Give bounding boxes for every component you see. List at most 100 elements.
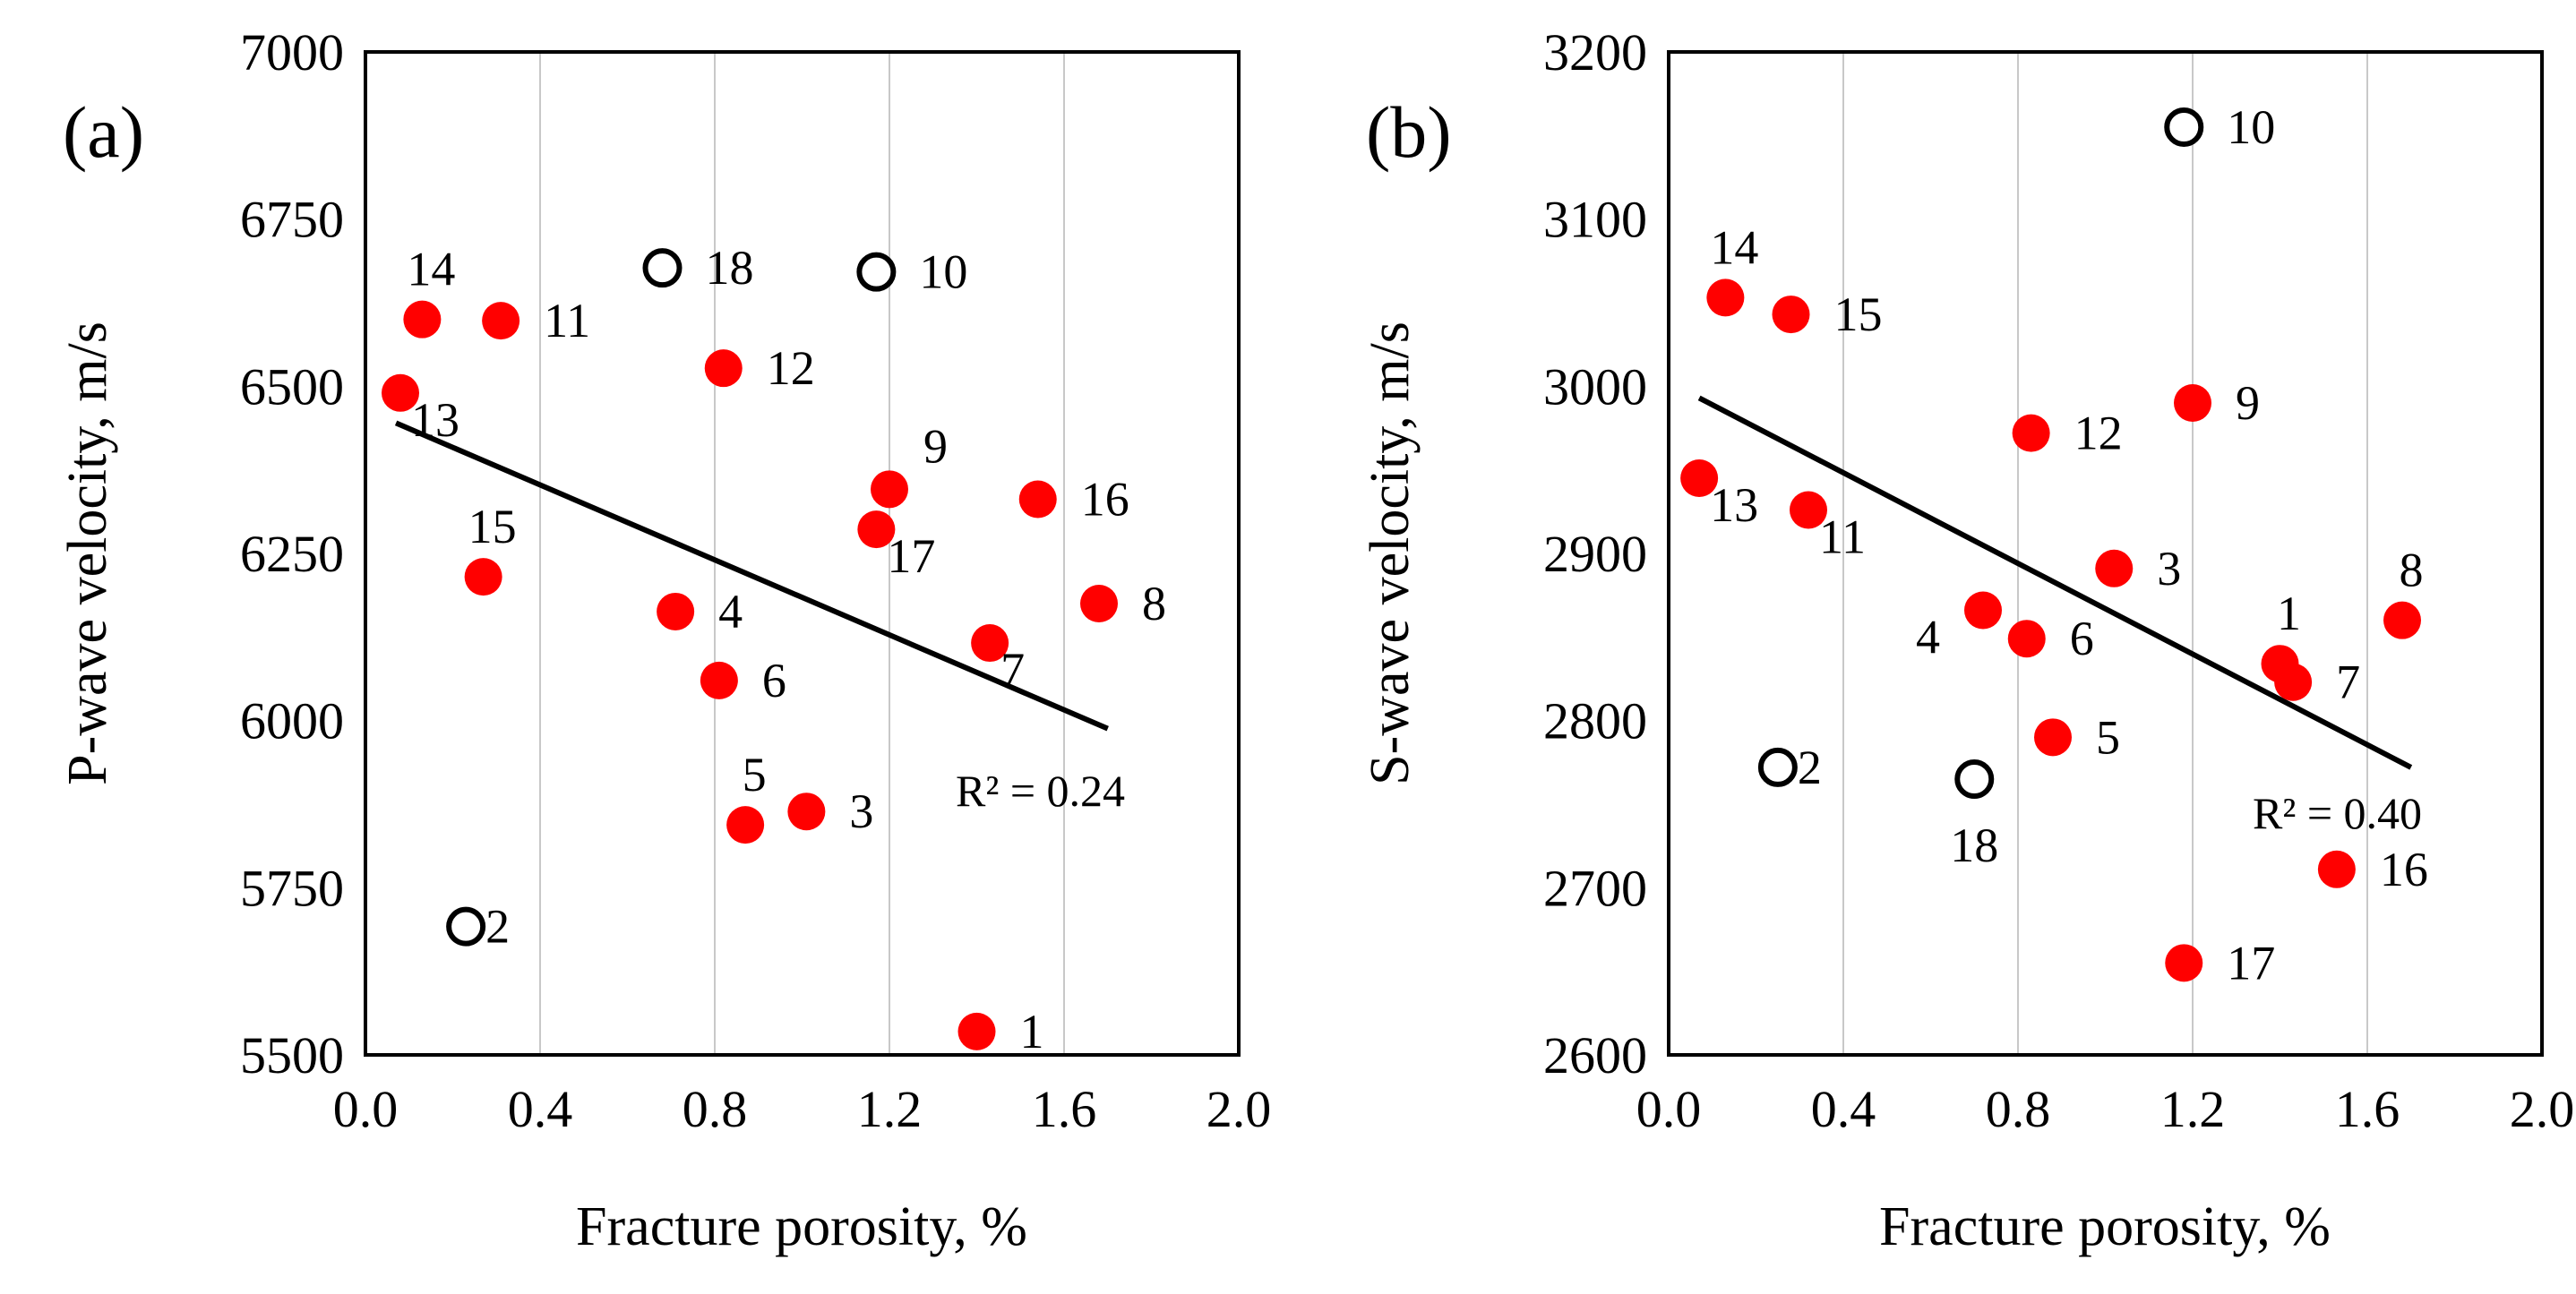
panel-a-x-tick-label: 1.2	[857, 1080, 923, 1138]
panel-a-label: (a)	[63, 91, 144, 173]
panel-b-point-13	[1680, 459, 1719, 497]
panel-b-y-tick-label: 3100	[1543, 191, 1647, 249]
panel-b-y-tick-label: 2700	[1543, 859, 1647, 917]
panel-a-point-2	[446, 906, 486, 947]
panel-b-point-7	[2274, 663, 2313, 701]
panel-a-point-16	[1018, 480, 1057, 518]
panel-b-point-16-label: 16	[2380, 843, 2428, 896]
panel-b-point-10	[2164, 107, 2204, 147]
panel-a-point-4	[657, 592, 695, 630]
panel-b-x-tick-label: 1.2	[2160, 1080, 2226, 1138]
panel-a-point-11	[482, 302, 520, 340]
panel-a-point-4-label: 4	[718, 585, 743, 638]
panel-b-point-3-label: 3	[2157, 542, 2181, 596]
panel-b-points: 14 15 13 11 12 9 3 4 65 17 8 16 17 10 2 18	[1680, 100, 2428, 990]
panel-a-point-6-label: 6	[762, 654, 786, 707]
panel-b-y-tick-label: 3000	[1543, 357, 1647, 416]
panel-a-point-9-label: 9	[923, 419, 948, 473]
panel-a-point-3-label: 3	[849, 784, 873, 838]
panel-a-x-tick-labels: 0.0 0.4 0.8 1.2 1.6 2.0	[333, 1080, 1272, 1138]
panel-b-point-16	[2317, 850, 2356, 888]
panel-a-point-16-label: 16	[1081, 473, 1129, 527]
panel-b-point-13-label: 13	[1710, 478, 1758, 532]
panel-a-point-18	[642, 248, 683, 288]
panel-b-point-6-label: 6	[2070, 612, 2094, 665]
panel-b-x-axis-title: Fracture porosity, %	[1879, 1196, 2331, 1257]
panel-a-point-11-label: 11	[544, 294, 590, 347]
panel-a-point-14	[403, 300, 442, 338]
panel-a-x-tick-label: 0.8	[683, 1080, 748, 1138]
panel-b-r2-annotation: R² = 0.40	[2253, 788, 2422, 838]
panel-a-trendline	[394, 420, 1109, 732]
panel-a-point-12-label: 12	[767, 341, 815, 395]
panel-a-point-8-label: 8	[1142, 577, 1166, 630]
panel-a-point-1	[957, 1012, 996, 1050]
panel-b-gridlines	[1842, 52, 2368, 1055]
panel-a-y-tick-label: 7000	[240, 23, 344, 81]
panel-a-gridlines	[539, 52, 1065, 1055]
panel-b-point-11	[1790, 491, 1827, 529]
panel-a-y-tick-label: 5500	[240, 1026, 344, 1084]
panel-a-point-5	[726, 806, 765, 844]
panel-b-point-1-label: 1	[2277, 587, 2301, 640]
panel-b-point-15	[1772, 296, 1810, 334]
panel-b-plot-frame	[1667, 50, 2544, 1057]
panel-b-y-axis-title: S-wave velocity, m/s	[1360, 321, 1421, 785]
panel-b-point-17	[2165, 944, 2203, 982]
panel-b-point-9-label: 9	[2236, 376, 2260, 430]
panel-a-x-axis-title: Fracture porosity, %	[576, 1196, 1027, 1257]
panel-a-plot-frame	[364, 50, 1241, 1057]
panel-a-point-6	[700, 661, 738, 699]
panel-b-point-3	[2095, 549, 2134, 587]
panel-b-point-14	[1706, 279, 1745, 317]
panel-a-point-14-label: 14	[407, 243, 455, 296]
panel-a-point-13-label: 13	[411, 393, 459, 447]
panel-a-point-2-label: 2	[485, 900, 510, 954]
panel-b-x-tick-label: 2.0	[2510, 1080, 2575, 1138]
panel-b-y-tick-label: 2800	[1543, 692, 1647, 750]
panel-b-trendline	[1697, 395, 2413, 770]
panel-b-y-tick-label: 2900	[1543, 525, 1647, 583]
panel-b-point-12-label: 12	[2074, 407, 2123, 460]
panel-b-point-5	[2034, 718, 2072, 757]
panel-b-point-2	[1757, 747, 1798, 787]
panel-a-y-tick-label: 6000	[240, 692, 344, 750]
panel-b-x-tick-label: 0.0	[1636, 1080, 1702, 1138]
panel-b-point-14-label: 14	[1710, 220, 1758, 274]
panel-b-label: (b)	[1366, 91, 1452, 173]
panel-a-y-axis-title: P-wave velocity, m/s	[57, 321, 118, 785]
panel-a-y-tick-label: 6250	[240, 525, 344, 583]
panel-b-point-11-label: 11	[1819, 510, 1866, 563]
panel-a-point-12	[704, 349, 743, 388]
panel-a-point-10-label: 10	[919, 245, 967, 299]
panel-a-point-13	[382, 373, 419, 412]
panel-b-point-8-label: 8	[2400, 544, 2424, 597]
panel-b-point-18	[1954, 759, 1995, 799]
panel-b-point-17-label: 17	[2227, 936, 2275, 990]
panel-b-point-9	[2174, 384, 2211, 422]
panel-a-point-15-label: 15	[468, 500, 517, 553]
panel-a-point-9	[871, 470, 908, 509]
panel-b-point-12	[2012, 414, 2050, 452]
panel-a-x-tick-label: 0.4	[508, 1080, 573, 1138]
panel-b-x-tick-label: 0.8	[1986, 1080, 2051, 1138]
panel-a-point-15	[464, 558, 502, 596]
panel-a-y-tick-label: 6500	[240, 357, 344, 416]
panel-a-point-17-label: 17	[887, 529, 935, 583]
panel-b-point-2-label: 2	[1798, 741, 1822, 794]
panel-a-r2-annotation: R² = 0.24	[956, 766, 1125, 816]
panel-a-y-tick-labels: 5500 5750 6000 6250 6500 6750 7000	[240, 23, 344, 1084]
panel-b-point-8	[2383, 601, 2421, 639]
panel-b-point-6	[2007, 620, 2046, 658]
panel-a-point-8	[1080, 585, 1118, 622]
panel-a-point-3	[787, 793, 826, 831]
panel-b-point-7-label: 7	[2336, 656, 2360, 709]
panel-a-x-tick-label: 2.0	[1206, 1080, 1272, 1138]
panel-b-point-18-label: 18	[1950, 818, 1998, 872]
panel-b-point-5-label: 5	[2096, 710, 2120, 764]
panel-a-point-17	[857, 510, 896, 549]
panel-a-y-tick-label: 5750	[240, 859, 344, 917]
